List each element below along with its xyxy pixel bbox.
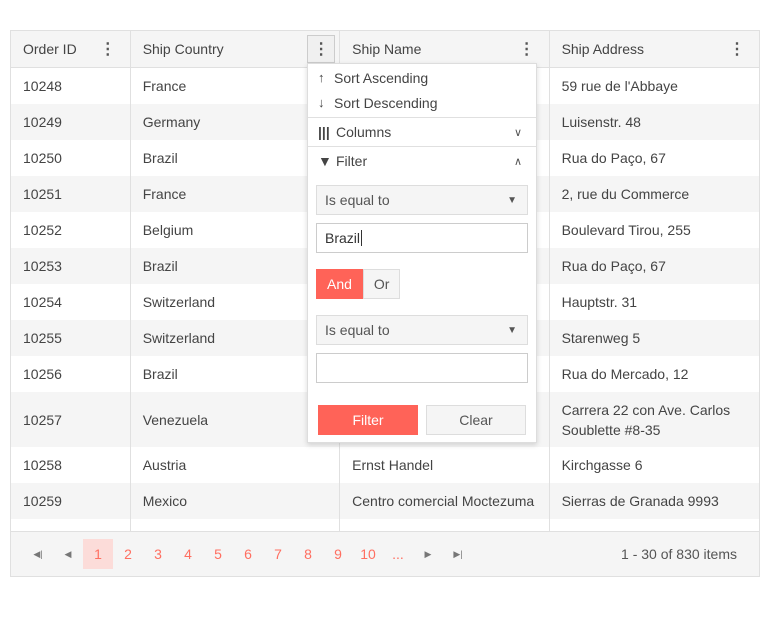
table-cell: Ernst Handel	[340, 447, 550, 483]
chevron-up-icon: ∧	[513, 155, 522, 168]
filter-section[interactable]: ▼ Filter ∧	[308, 146, 536, 175]
table-cell: 10249	[11, 104, 131, 140]
arrow-down-icon: ↓	[318, 95, 325, 110]
first-page-button[interactable]: ◀​|	[33, 548, 43, 559]
table-row[interactable]: 10259 Mexico Centro comercial Moctezuma Sie…	[11, 483, 759, 519]
table-cell	[340, 356, 550, 392]
table-cell: 2, rue du Commerce	[561, 186, 690, 202]
table-cell: 10250	[11, 140, 131, 176]
sort-ascending-item[interactable]: ↑ Sort Ascending	[318, 69, 429, 86]
table-cell	[340, 248, 550, 284]
sort-descending-item[interactable]: ↓ Sort Descending	[318, 94, 438, 111]
table-cell: Luisenstr. 48	[561, 114, 641, 130]
table-cell: 10248	[11, 68, 131, 104]
column-header[interactable]: Ship Country ⋮	[131, 31, 341, 67]
filter-value-2[interactable]	[316, 353, 528, 383]
table-cell: 10257	[11, 392, 131, 447]
table-cell: Austria	[131, 447, 341, 483]
filter-value-1[interactable]: Brazil	[316, 223, 528, 253]
table-row[interactable]: 10250 Brazil Rua do Paço, 67	[11, 140, 759, 176]
page-button[interactable]: 10	[360, 546, 376, 562]
table-row[interactable]: 10252 Belgium Boulevard Tirou, 255	[11, 212, 759, 248]
pager-info: 1 - 30 of 830 items	[621, 546, 737, 562]
grid-header: Order ID ⋮ Ship Country ⋮ Ship Name ⋮ Ship Add…	[11, 31, 759, 68]
prev-page-button[interactable]: ◀	[64, 548, 72, 559]
column-header[interactable]: Ship Address ⋮	[550, 31, 759, 67]
page-button[interactable]: 1	[83, 539, 113, 569]
logic-toggle: And Or	[316, 269, 528, 299]
table-cell: Boulevard Tirou, 255	[561, 222, 691, 238]
filter-icon: ▼	[318, 153, 332, 169]
table-cell: Carrera 22 con Ave. Carlos Soublette #8-…	[561, 401, 731, 438]
column-header[interactable]: Ship Name ⋮	[340, 31, 550, 67]
arrow-up-icon: ↑	[318, 70, 325, 85]
page-button[interactable]: 2	[124, 546, 132, 562]
filter-operator-2[interactable]: Is equal to ▼	[316, 315, 528, 345]
next-page-button[interactable]: ▶	[424, 548, 432, 559]
page-button[interactable]: 4	[184, 546, 192, 562]
table-cell	[340, 176, 550, 212]
table-cell: Sierras de Granada 9993	[561, 493, 719, 509]
column-menu: ↑ Sort Ascending ↓ Sort Descending ||| Colu…	[307, 63, 537, 443]
table-cell: Rua do Paço, 67	[561, 150, 666, 166]
and-button[interactable]: And	[316, 269, 363, 299]
last-page-button[interactable]: ▶|	[453, 548, 463, 559]
page-button[interactable]: ...	[392, 546, 404, 562]
table-cell: 10251	[11, 176, 131, 212]
table-cell: 10253	[11, 248, 131, 284]
table-row[interactable]: 10256 Brazil Rua do Mercado, 12	[11, 356, 759, 392]
page-button[interactable]: 8	[304, 546, 312, 562]
table-cell: Kirchgasse 6	[561, 457, 643, 473]
or-button[interactable]: Or	[362, 269, 401, 299]
table-cell	[340, 320, 550, 356]
table-cell: Starenweg 5	[561, 330, 641, 346]
table-cell: 10252	[11, 212, 131, 248]
column-menu-icon[interactable]: ⋮	[307, 35, 336, 63]
table-cell	[340, 284, 550, 320]
table-cell: 10254	[11, 284, 131, 320]
page-button[interactable]: 7	[274, 546, 282, 562]
table-cell: Rua do Paço, 67	[561, 258, 666, 274]
column-menu-icon[interactable]: ⋮	[518, 41, 535, 58]
clear-button[interactable]: Clear	[426, 405, 526, 435]
table-cell: Hauptstr. 31	[561, 294, 638, 310]
page-button[interactable]: 9	[334, 546, 342, 562]
table-cell: 10258	[11, 447, 131, 483]
page-button[interactable]: 3	[154, 546, 162, 562]
columns-icon: |||	[318, 124, 330, 140]
table-cell: 10259	[11, 483, 131, 519]
table-cell	[340, 68, 550, 104]
table-cell	[340, 104, 550, 140]
filter-button[interactable]: Filter	[318, 405, 418, 435]
table-cell: Mexico	[131, 483, 341, 519]
caret-down-icon: ▼	[507, 324, 517, 336]
columns-section[interactable]: ||| Columns ∨	[308, 117, 536, 146]
table-cell	[340, 212, 550, 248]
column-menu-icon[interactable]: ⋮	[729, 41, 745, 58]
table-cell: 10255	[11, 320, 131, 356]
pager: ◀​| ◀ 1 2 3 4 5 6 7 8 9 10... ▶ ▶| 1 - 30 of 830 …	[10, 531, 760, 577]
page-button[interactable]: 6	[244, 546, 252, 562]
table-row[interactable]: 10248 France 59 rue de l'Abbaye	[11, 68, 759, 104]
filter-operator-1[interactable]: Is equal to ▼	[316, 185, 528, 215]
table-cell	[340, 392, 550, 447]
table-cell: 10256	[11, 356, 131, 392]
caret-down-icon: ▼	[507, 194, 517, 206]
table-cell: 59 rue de l'Abbaye	[561, 78, 678, 94]
page-button[interactable]: 5	[214, 546, 222, 562]
table-row[interactable]: 10258 Austria Ernst Handel Kirchgasse 6	[11, 447, 759, 483]
table-cell: Centro comercial Moctezuma	[340, 483, 550, 519]
chevron-down-icon: ∨	[513, 126, 522, 139]
column-menu-icon[interactable]: ⋮	[99, 41, 116, 58]
table-cell	[340, 140, 550, 176]
table-cell: Rua do Mercado, 12	[561, 366, 689, 382]
column-header[interactable]: Order ID ⋮	[11, 31, 131, 67]
